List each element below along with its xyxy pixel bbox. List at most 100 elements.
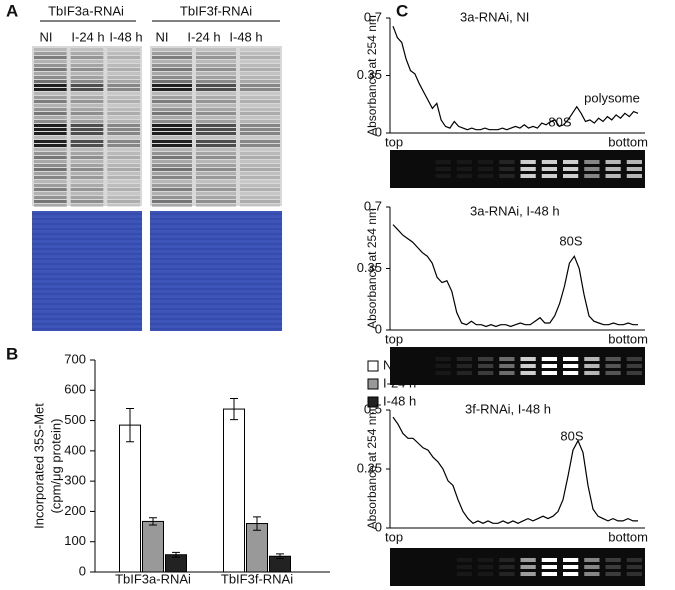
blot-band — [196, 180, 236, 183]
blot-band — [152, 180, 192, 183]
blot-band — [240, 56, 280, 59]
gel-band — [456, 357, 472, 361]
gel-band — [563, 160, 579, 164]
blot-band — [152, 80, 192, 83]
blot-band — [107, 168, 140, 171]
blot-band — [240, 80, 280, 83]
blot-band — [240, 68, 280, 71]
blot-band — [196, 68, 236, 71]
stain-band — [32, 253, 142, 255]
blot-band — [70, 204, 104, 207]
stain-band — [32, 323, 142, 325]
blot-band — [107, 144, 140, 147]
gel-band — [435, 174, 451, 178]
blot-band — [240, 96, 280, 99]
error-bar — [172, 551, 180, 558]
profile-line — [392, 25, 639, 131]
blot-band — [34, 52, 67, 55]
gel-band — [499, 174, 515, 178]
blot-band — [107, 88, 140, 91]
stain-band — [32, 223, 142, 225]
stain — [150, 211, 282, 331]
stain-band — [32, 268, 142, 270]
y-tick-label: 0.7 — [364, 198, 382, 213]
gel-band — [605, 174, 621, 178]
annotation: polysome — [584, 90, 640, 105]
stain-band — [150, 253, 282, 255]
blot-band — [34, 152, 67, 155]
blot-band — [107, 96, 140, 99]
stain-band — [150, 308, 282, 310]
gel-band — [605, 167, 621, 171]
gel-band — [478, 572, 494, 576]
blot-band — [34, 104, 67, 107]
blot-band — [70, 132, 104, 135]
blot-band — [107, 172, 140, 175]
gel-band — [541, 558, 557, 562]
gel-band — [456, 572, 472, 576]
blot-band — [70, 168, 104, 171]
blot-band — [107, 56, 140, 59]
blot-band — [107, 184, 140, 187]
gel-band — [478, 558, 494, 562]
gel-band — [584, 357, 600, 361]
blot-band — [152, 148, 192, 151]
blot-band — [196, 76, 236, 79]
blot-band — [107, 188, 140, 191]
legend-label: I-48 h — [383, 393, 416, 408]
blot-band — [70, 184, 104, 187]
y-tick-label: 0.7 — [364, 9, 382, 24]
blot-band — [240, 52, 280, 55]
blot-band — [240, 140, 280, 143]
blot-band — [152, 108, 192, 111]
blot-band — [152, 84, 192, 87]
blot-band — [240, 104, 280, 107]
blot-band — [152, 152, 192, 155]
blot-band — [196, 140, 236, 143]
blot-band — [152, 164, 192, 167]
blot-band — [34, 72, 67, 75]
blot-band — [152, 120, 192, 123]
gel-band — [499, 572, 515, 576]
blot-band — [240, 184, 280, 187]
gel-band — [584, 558, 600, 562]
blot-band — [70, 188, 104, 191]
gel-band — [435, 364, 451, 368]
stain-band — [32, 308, 142, 310]
gel-band — [626, 364, 642, 368]
blot-band — [70, 164, 104, 167]
blot-band — [152, 156, 192, 159]
blot-band — [240, 48, 280, 51]
gel-band — [520, 357, 536, 361]
stain-band — [32, 293, 142, 295]
stain — [32, 211, 142, 331]
stain-band — [150, 223, 282, 225]
blot-band — [34, 48, 67, 51]
blot-band — [196, 72, 236, 75]
blot-band — [152, 128, 192, 131]
gel-band — [456, 371, 472, 375]
annotation: 80S — [559, 233, 582, 248]
x-tick-label: TbIF3f-RNAi — [221, 571, 293, 586]
blot-band — [152, 200, 192, 203]
blot-band — [34, 84, 67, 87]
y-tick-label: 500 — [64, 412, 86, 427]
blot-band — [152, 112, 192, 115]
blot-band — [70, 84, 104, 87]
blot-band — [34, 88, 67, 91]
blot-band — [240, 124, 280, 127]
stain-band — [32, 243, 142, 245]
gel-band — [478, 565, 494, 569]
blot-band — [196, 100, 236, 103]
gel-band — [605, 565, 621, 569]
blot-band — [70, 140, 104, 143]
blot-band — [107, 140, 140, 143]
blot-band — [70, 136, 104, 139]
blot-band — [152, 140, 192, 143]
blot-band — [34, 100, 67, 103]
gel-group: TbIF3f-RNAi — [180, 3, 252, 18]
blot-band — [152, 56, 192, 59]
blot-band — [34, 80, 67, 83]
gel-band — [520, 572, 536, 576]
blot-band — [240, 60, 280, 63]
